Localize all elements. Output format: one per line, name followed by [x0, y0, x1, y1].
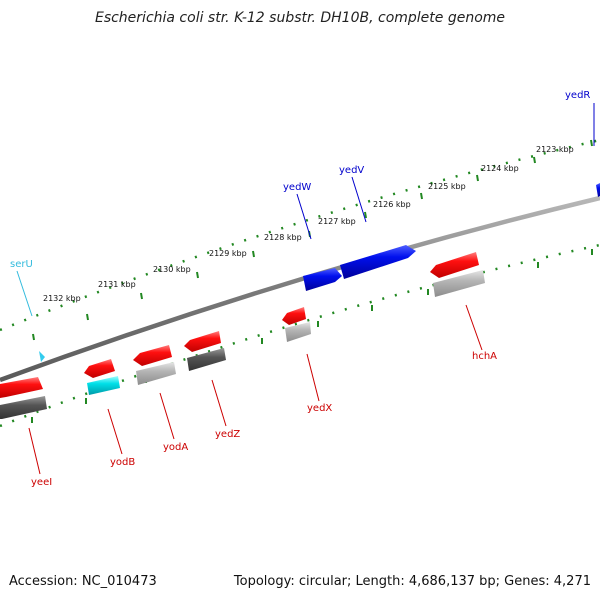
gene-label-serU[interactable]: serU	[10, 259, 33, 270]
genome-backbone	[0, 195, 600, 383]
gene-label-yedV[interactable]: yedV	[339, 165, 364, 176]
gene-labels: yedR yedV yedW serU hchA yedX yedZ yodA …	[10, 90, 590, 488]
scale-label: 2123 kbp	[536, 145, 574, 154]
upper-major-ticks	[32, 139, 593, 341]
scale-label: 2132 kbp	[43, 294, 81, 303]
scale-label: 2129 kbp	[209, 249, 247, 258]
cds-yodB[interactable]	[87, 376, 120, 395]
gene-hchA[interactable]	[430, 252, 479, 278]
gene-label-yodB[interactable]: yodB	[110, 457, 135, 468]
gene-label-yedW[interactable]: yedW	[283, 182, 311, 193]
scale-label: 2124 kbp	[481, 164, 519, 173]
gene-yodB[interactable]	[84, 359, 115, 378]
gene-label-yedX[interactable]: yedX	[307, 403, 332, 414]
gene-label-yedZ[interactable]: yedZ	[215, 429, 240, 440]
label-leaders	[16, 103, 595, 475]
gene-yedR[interactable]	[596, 183, 600, 197]
scale-label: 2125 kbp	[428, 182, 466, 191]
cds-yedZ[interactable]	[187, 348, 226, 371]
scale-label: 2128 kbp	[264, 233, 302, 242]
gene-label-yodA[interactable]: yodA	[163, 442, 188, 453]
gene-yedZ[interactable]	[184, 331, 221, 352]
gene-label-yeeI[interactable]: yeeI	[31, 477, 52, 488]
scale-label: 2130 kbp	[153, 265, 191, 274]
cds-yeeI[interactable]	[0, 396, 47, 419]
cds-yedX[interactable]	[285, 322, 311, 342]
gene-yedX[interactable]	[282, 307, 306, 325]
scale-label: 2126 kbp	[373, 200, 411, 209]
reverse-strand-genes	[0, 252, 485, 419]
cds-hchA[interactable]	[433, 270, 485, 297]
accession-label: Accession: NC_010473	[9, 574, 157, 589]
gene-label-hchA[interactable]: hchA	[472, 351, 497, 362]
scale-labels: 2123 kbp 2124 kbp 2125 kbp 2126 kbp 2127…	[43, 145, 574, 303]
gene-yedV[interactable]	[340, 245, 416, 279]
forward-strand-genes	[39, 183, 600, 362]
cds-yodA[interactable]	[136, 362, 176, 385]
genome-summary: Topology: circular; Length: 4,686,137 bp…	[233, 574, 591, 589]
gene-label-yedR[interactable]: yedR	[565, 90, 590, 101]
scale-label: 2127 kbp	[318, 217, 356, 226]
gene-yodA[interactable]	[133, 345, 172, 366]
gene-yedW[interactable]	[303, 268, 342, 291]
gene-serU[interactable]	[39, 351, 45, 362]
gene-yeeI[interactable]	[0, 377, 43, 398]
scale-label: 2131 kbp	[98, 280, 136, 289]
map-title: Escherichia coli str. K-12 substr. DH10B…	[94, 10, 506, 26]
